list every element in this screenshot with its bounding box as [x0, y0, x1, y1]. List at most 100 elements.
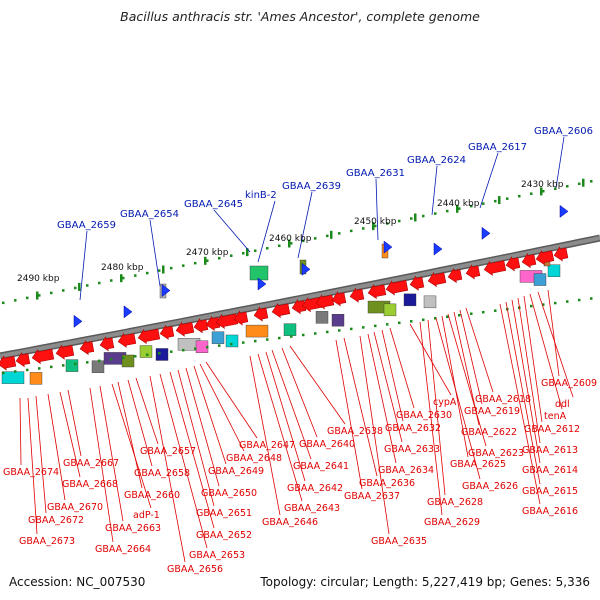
scale-dot — [458, 207, 461, 210]
scale-dot — [542, 189, 545, 193]
bottom-leader-line — [441, 315, 469, 458]
gene-arrow — [193, 318, 209, 334]
gene-arrow — [137, 328, 161, 345]
bottom-leader-line — [499, 303, 541, 505]
bottom-leader-line — [537, 291, 574, 398]
gene-arrow — [271, 302, 291, 319]
scale-dot — [530, 192, 533, 195]
bottom-feature-label: GBAA_2630 — [396, 410, 452, 421]
top-leader-line — [375, 178, 379, 241]
bottom-feature-label: GBAA_2647 — [239, 440, 295, 451]
bottom-feature-label: GBAA_2667 — [63, 458, 119, 469]
gene-arrow — [447, 267, 463, 284]
bottom-leader-line — [381, 329, 404, 422]
top-leader-line — [149, 219, 161, 287]
bottom-leader-line — [465, 307, 494, 393]
bottom-leader-line — [419, 321, 443, 516]
scale-dot — [422, 214, 425, 218]
gene-arrow — [367, 284, 387, 300]
scale-dot — [494, 309, 497, 312]
scale-dot — [326, 330, 329, 334]
cog-block — [121, 354, 135, 368]
gene-arrow — [253, 306, 269, 322]
bottom-leader-line — [529, 293, 563, 410]
bottom-leader-line — [111, 383, 152, 509]
cog-block — [225, 334, 239, 348]
scale-dot — [386, 323, 389, 326]
bottom-feature-label: GBAA_2622 — [461, 427, 517, 438]
cog-block — [533, 273, 547, 286]
scale-dot — [530, 304, 533, 308]
scale-label: 2450 kbp — [354, 217, 397, 227]
bottom-feature-label: GBAA_2633 — [384, 444, 440, 455]
bottom-leader-line — [19, 397, 22, 466]
scale-dot — [482, 202, 485, 205]
bottom-feature-label: GBAA_2663 — [105, 523, 161, 534]
scale-dot — [218, 344, 221, 347]
major-tick — [120, 274, 123, 283]
bottom-feature-label: GBAA_2657 — [140, 446, 196, 457]
bottom-feature-label: GBAA_2618 — [475, 394, 531, 405]
scale-dot — [62, 289, 65, 292]
bottom-feature-label: GBAA_2658 — [134, 468, 190, 479]
scale-dot — [110, 279, 113, 282]
bottom-leader-line — [281, 347, 318, 438]
bottom-feature-label: GBAA_2643 — [284, 503, 340, 514]
top-leader-line — [555, 136, 565, 189]
bottom-leader-line — [99, 385, 124, 522]
direction-arrowhead — [73, 314, 83, 328]
scale-dot — [218, 256, 221, 260]
bottom-feature-label: GBAA_2609 — [541, 378, 597, 389]
scale-dot — [446, 209, 449, 213]
gene-arrow — [465, 264, 481, 280]
bottom-leader-line — [35, 395, 47, 514]
bottom-leader-line — [271, 349, 312, 460]
scale-dot — [206, 259, 209, 262]
top-feature-label: GBAA_2624 — [407, 155, 466, 166]
scale-dot — [542, 303, 545, 306]
scale-dot — [158, 269, 161, 272]
scale-dot — [170, 350, 173, 353]
bottom-leader-line — [169, 371, 215, 529]
bottom-leader-line — [335, 339, 363, 490]
bottom-feature-label: GBAA_2615 — [522, 486, 578, 497]
bottom-feature-label: GBAA_2613 — [522, 445, 578, 456]
bottom-feature-label: cypA — [433, 397, 457, 408]
bottom-feature-label: GBAA_2628 — [427, 497, 483, 508]
top-feature-label: GBAA_2639 — [282, 181, 341, 192]
bottom-feature-label: GBAA_2660 — [124, 490, 180, 501]
scale-dot — [2, 301, 5, 305]
top-leader-line — [297, 191, 313, 259]
scale-dot — [194, 347, 197, 350]
scale-dot — [374, 224, 377, 228]
bottom-feature-label: GBAA_2638 — [327, 426, 383, 437]
scale-label: 2490 kbp — [17, 274, 60, 284]
scale-dot — [74, 362, 77, 366]
scale-dot — [398, 219, 401, 223]
top-feature-label: GBAA_2645 — [184, 199, 243, 210]
scale-dot — [458, 313, 461, 317]
scale-dot — [446, 315, 449, 319]
bottom-leader-line — [135, 377, 159, 445]
bottom-leader-line — [67, 389, 82, 457]
bottom-feature-label: GBAA_2635 — [371, 536, 427, 547]
cog-block — [315, 311, 329, 324]
gene-arrow — [117, 332, 137, 348]
bottom-feature-label: GBAA_2672 — [28, 515, 84, 526]
scale-dot — [362, 227, 365, 230]
scale-dot — [350, 327, 353, 331]
bottom-leader-line — [193, 365, 227, 465]
bottom-leader-line — [359, 335, 390, 535]
scale-dot — [554, 301, 557, 305]
bottom-leader-line — [427, 319, 446, 496]
cog-block — [211, 331, 225, 344]
scale-dot — [14, 370, 17, 373]
bottom-leader-line — [289, 345, 346, 425]
scale-dot — [386, 222, 389, 225]
scale-label: 2470 kbp — [186, 248, 229, 258]
gene-arrow — [315, 294, 335, 310]
scale-label: 2440 kbp — [437, 199, 480, 209]
scale-dot — [50, 365, 53, 369]
bottom-leader-line — [257, 353, 303, 502]
scale-dot — [374, 324, 377, 328]
